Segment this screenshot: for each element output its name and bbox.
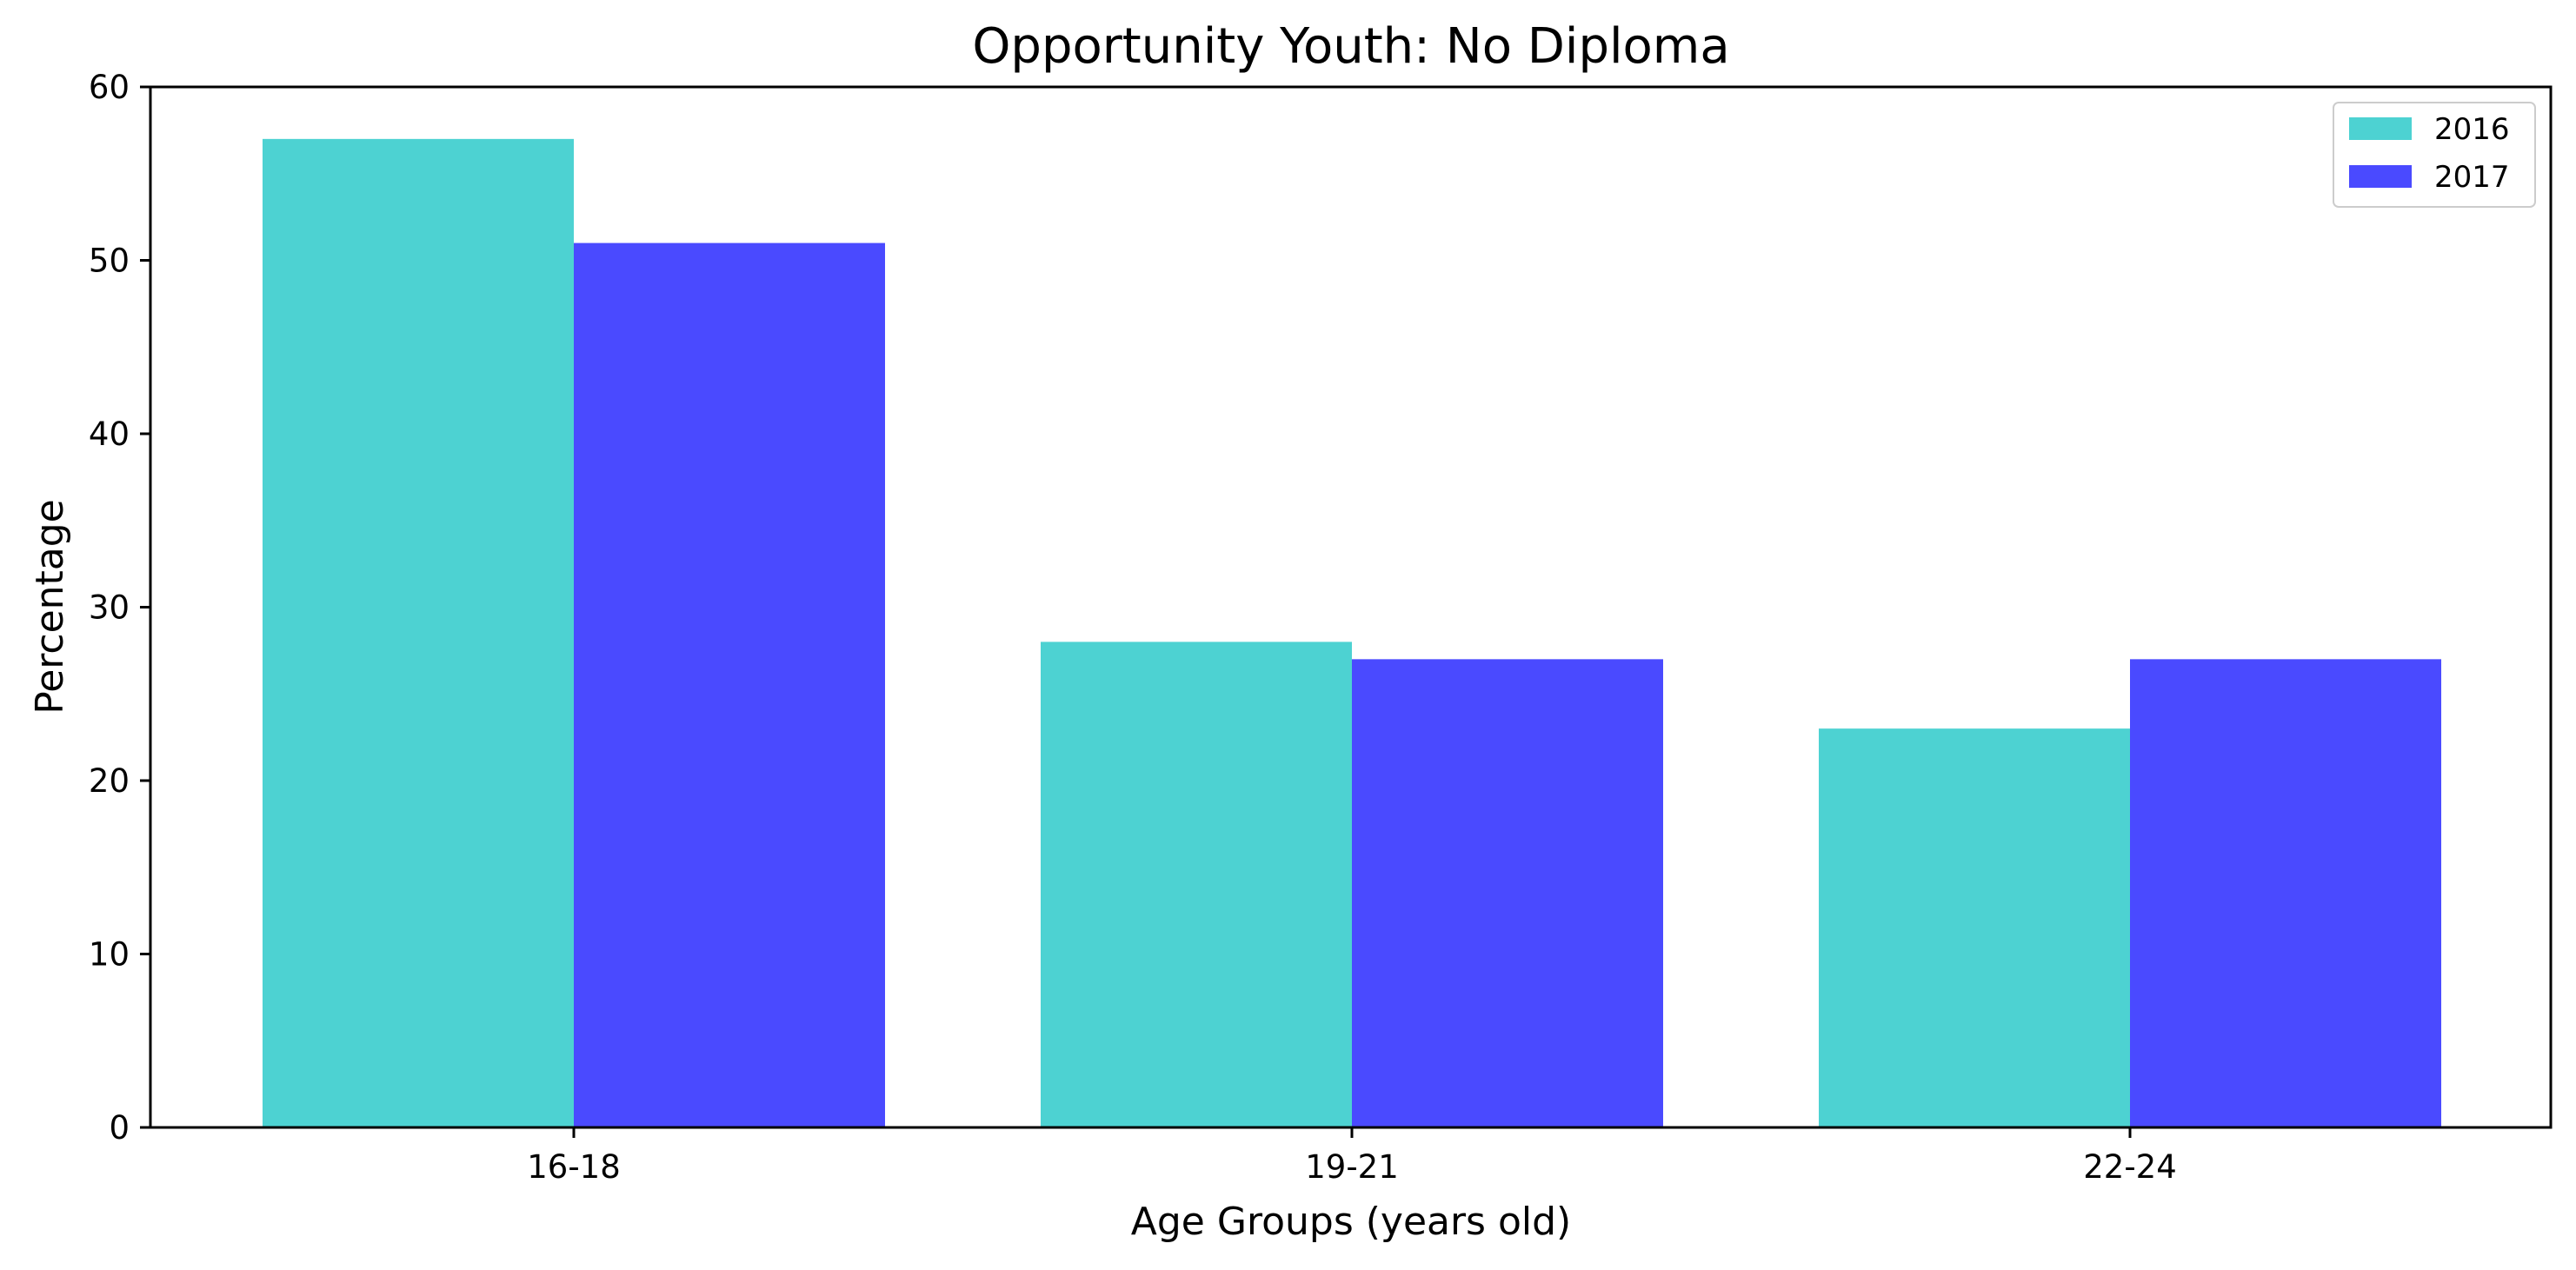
y-tick-label: 30 — [89, 589, 130, 627]
legend-label-2016: 2016 — [2434, 112, 2510, 147]
bar-2017-19-21 — [1352, 659, 1663, 1127]
x-tick-label: 19-21 — [1305, 1148, 1399, 1186]
bars-layer — [263, 138, 2441, 1128]
y-tick-label: 40 — [89, 416, 130, 453]
x-tick-label: 16-18 — [527, 1148, 621, 1186]
bar-2016-22-24 — [1819, 728, 2130, 1127]
bar-2016-19-21 — [1041, 642, 1352, 1127]
y-tick-label: 0 — [109, 1109, 130, 1147]
y-tick-label: 20 — [89, 762, 130, 800]
y-tick-label: 60 — [89, 69, 130, 106]
x-axis: 16-18 19-21 22-24 — [527, 1127, 2177, 1186]
legend: 2016 2017 — [2333, 102, 2536, 208]
x-tick-label: 22-24 — [2083, 1148, 2177, 1186]
y-tick-label: 50 — [89, 243, 130, 280]
y-tick-label: 10 — [89, 936, 130, 974]
bar-2016-16-18 — [263, 138, 574, 1128]
legend-swatch-2017 — [2349, 165, 2412, 188]
bar-2017-22-24 — [2130, 659, 2441, 1127]
y-axis-label: Percentage — [28, 499, 72, 715]
y-axis: 0 10 20 30 40 50 60 — [89, 69, 150, 1147]
x-axis-label: Age Groups (years old) — [1131, 1200, 1571, 1244]
legend-swatch-2016 — [2349, 117, 2412, 140]
chart-title: Opportunity Youth: No Diploma — [972, 18, 1729, 75]
bar-2017-16-18 — [574, 243, 885, 1127]
legend-label-2017: 2017 — [2434, 160, 2510, 195]
